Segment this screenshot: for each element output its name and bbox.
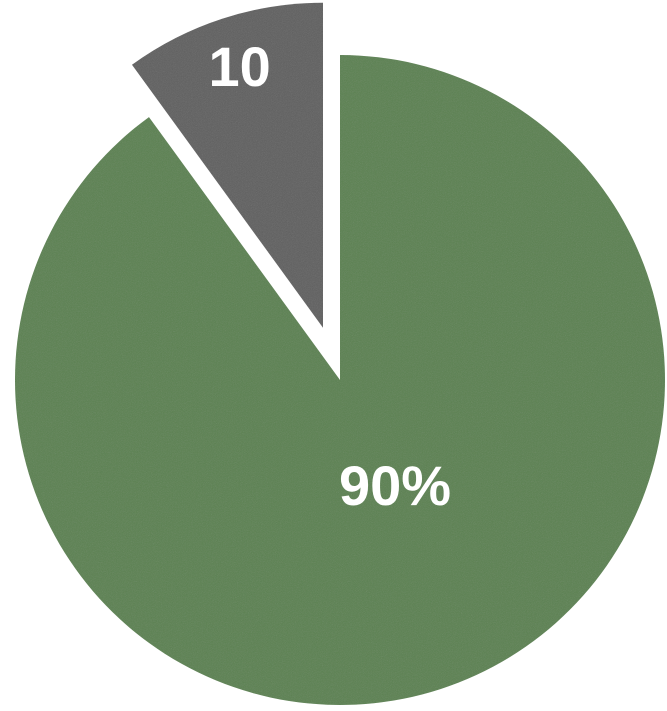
pie-slice-0: [14, 55, 666, 706]
pie-slice-label-0: 90%: [339, 454, 451, 517]
pie-slice-1: [131, 2, 324, 328]
pie-slice-label-1: 10: [208, 35, 270, 98]
labels-layer: 90% 10: [208, 35, 451, 517]
slices-layer: [14, 2, 666, 706]
